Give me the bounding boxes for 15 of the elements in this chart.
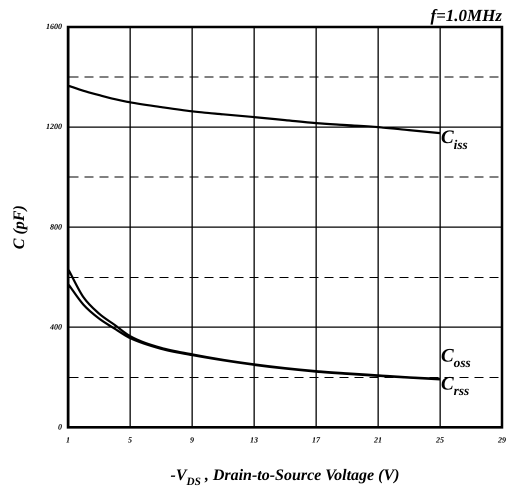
- y-tick-label: 400: [49, 322, 62, 332]
- x-tick-label: 5: [128, 435, 132, 444]
- chart-title: f=1.0MHz: [430, 6, 502, 25]
- y-tick-label: 800: [50, 222, 62, 232]
- x-tick-label: 13: [250, 435, 258, 444]
- x-tick-label: 21: [373, 435, 382, 444]
- y-tick-label: 1200: [46, 122, 62, 132]
- x-tick-label: 9: [190, 435, 194, 444]
- y-tick-label: 0: [58, 422, 62, 432]
- y-tick-label: 1600: [46, 22, 62, 32]
- x-tick-label: 17: [312, 435, 321, 444]
- y-axis-title: C (pF): [11, 205, 28, 250]
- x-tick-label: 25: [435, 435, 444, 444]
- x-tick-label: 29: [497, 435, 506, 444]
- x-tick-label: 1: [66, 435, 70, 444]
